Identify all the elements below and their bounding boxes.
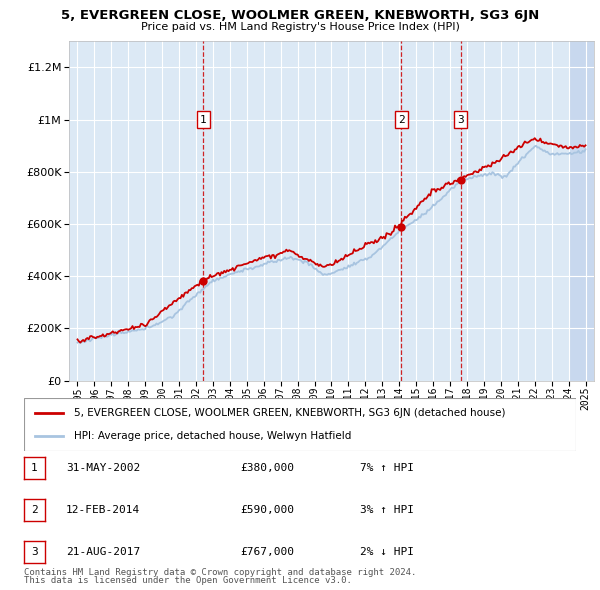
Text: £380,000: £380,000	[240, 463, 294, 473]
Text: Price paid vs. HM Land Registry's House Price Index (HPI): Price paid vs. HM Land Registry's House …	[140, 22, 460, 32]
Text: 1: 1	[200, 114, 206, 124]
Text: 7% ↑ HPI: 7% ↑ HPI	[360, 463, 414, 473]
Text: HPI: Average price, detached house, Welwyn Hatfield: HPI: Average price, detached house, Welw…	[74, 431, 351, 441]
Bar	[569, 41, 594, 381]
Text: 2: 2	[398, 114, 404, 124]
Text: This data is licensed under the Open Government Licence v3.0.: This data is licensed under the Open Gov…	[24, 576, 352, 585]
Text: 21-AUG-2017: 21-AUG-2017	[66, 548, 140, 557]
Text: £590,000: £590,000	[240, 505, 294, 515]
Text: 3: 3	[31, 548, 38, 557]
Text: 5, EVERGREEN CLOSE, WOOLMER GREEN, KNEBWORTH, SG3 6JN (detached house): 5, EVERGREEN CLOSE, WOOLMER GREEN, KNEBW…	[74, 408, 505, 418]
Text: £767,000: £767,000	[240, 548, 294, 557]
Text: 3: 3	[457, 114, 464, 124]
Text: 12-FEB-2014: 12-FEB-2014	[66, 505, 140, 515]
Text: 1: 1	[31, 463, 38, 473]
Text: 5, EVERGREEN CLOSE, WOOLMER GREEN, KNEBWORTH, SG3 6JN: 5, EVERGREEN CLOSE, WOOLMER GREEN, KNEBW…	[61, 9, 539, 22]
Text: 3% ↑ HPI: 3% ↑ HPI	[360, 505, 414, 515]
Text: 2: 2	[31, 505, 38, 515]
Text: 31-MAY-2002: 31-MAY-2002	[66, 463, 140, 473]
Text: 2% ↓ HPI: 2% ↓ HPI	[360, 548, 414, 557]
Text: Contains HM Land Registry data © Crown copyright and database right 2024.: Contains HM Land Registry data © Crown c…	[24, 568, 416, 577]
